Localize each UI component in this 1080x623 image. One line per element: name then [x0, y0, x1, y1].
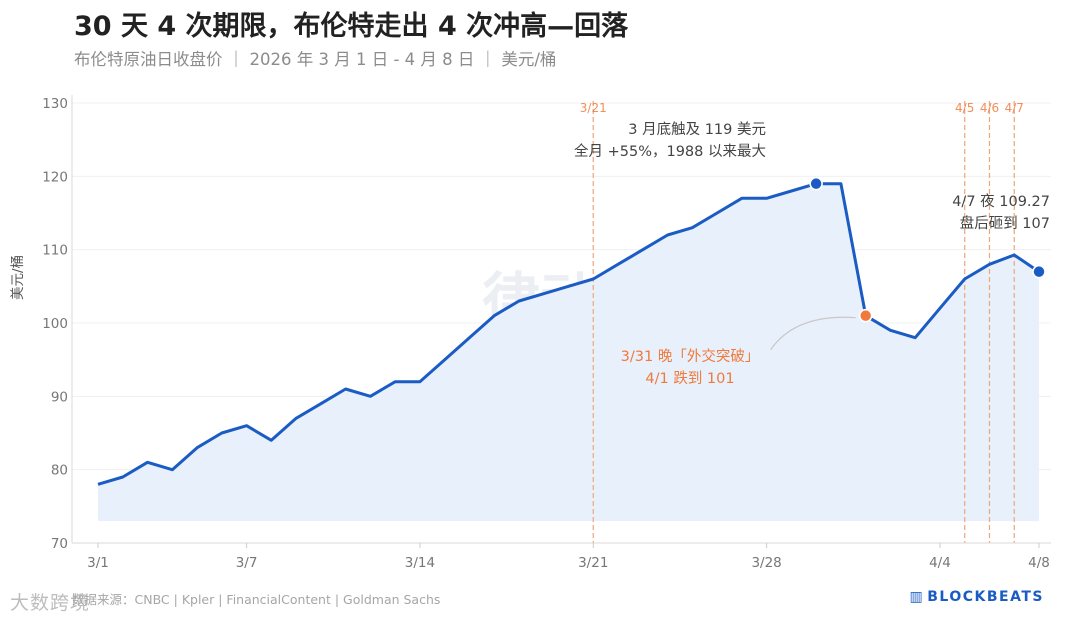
annotation-text: 盘后砸到 107	[960, 214, 1050, 232]
highlight-points	[809, 176, 1046, 323]
price-line	[97, 182, 1040, 486]
y-tick-label: 120	[42, 169, 68, 185]
brand-name: BLOCKBEATS	[927, 589, 1044, 605]
deadline-label: 4/6	[980, 101, 999, 115]
annotation-arrow	[770, 316, 856, 351]
corner-watermark: 大数跨境	[10, 592, 91, 614]
chart-subtitle: 布伦特原油日收盘价 ｜ 2026 年 3 月 1 日 - 4 月 8 日 ｜ 美…	[74, 50, 557, 69]
peak-point	[809, 176, 823, 191]
annotation-text: 3/31 晚「外交突破」	[621, 347, 760, 365]
x-tick-label: 3/28	[751, 555, 781, 571]
y-tick-label: 110	[42, 243, 68, 259]
price-area	[98, 183, 1039, 521]
annotation-text: 全月 +55%，1988 以来最大	[574, 142, 766, 160]
brand-logo: ▥ BLOCKBEATS	[910, 589, 1044, 605]
x-tick-label: 4/8	[1028, 555, 1050, 571]
deadline-label: 4/7	[1005, 101, 1024, 115]
deadline-markers: 3/21 4/5 4/6 4/7	[580, 101, 1024, 543]
brand-icon: ▥	[909, 589, 925, 605]
data-source: 数据来源：CNBC | Kpler | FinancialContent | G…	[72, 592, 441, 607]
axes: 70 80 90 100 110 120 130 3/1 3/7 3/14 3/21 3/28 4/4 4…	[42, 95, 1051, 571]
annotation-text: 3 月底触及 119 美元	[628, 121, 766, 138]
deadline-label: 4/5	[955, 101, 974, 115]
annotation-text: 4/1 跌到 101	[645, 370, 734, 387]
y-tick-label: 100	[42, 316, 68, 332]
x-tick-label: 3/7	[236, 555, 258, 571]
y-tick-label: 90	[51, 389, 68, 405]
x-tick-label: 4/4	[929, 555, 951, 571]
deadline-label: 3/21	[580, 101, 607, 115]
y-tick-label: 70	[51, 536, 68, 552]
x-tick-label: 3/14	[405, 555, 435, 571]
x-tick-label: 3/1	[87, 555, 109, 571]
y-tick-label: 130	[42, 96, 68, 112]
y-tick-label: 80	[51, 463, 68, 479]
annotation-text: 4/7 夜 109.27	[952, 193, 1050, 210]
x-tick-label: 3/21	[578, 555, 608, 571]
drop-point	[858, 308, 873, 323]
chart-title: 30 天 4 次期限，布伦特走出 4 次冲高—回落	[74, 11, 629, 42]
peak-point	[1032, 264, 1046, 279]
